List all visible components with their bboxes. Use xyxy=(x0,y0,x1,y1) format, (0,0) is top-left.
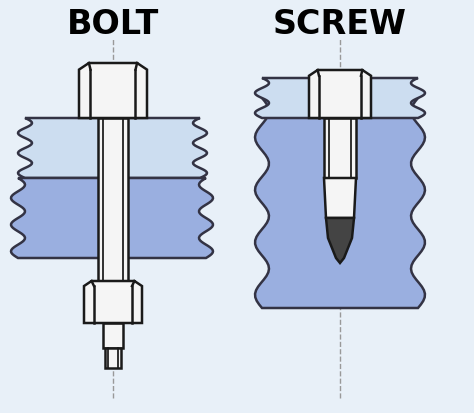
Polygon shape xyxy=(11,178,213,258)
Polygon shape xyxy=(79,63,147,118)
Text: SCREW: SCREW xyxy=(273,8,407,41)
Polygon shape xyxy=(255,78,425,118)
Polygon shape xyxy=(326,218,354,263)
Polygon shape xyxy=(309,70,371,118)
Polygon shape xyxy=(18,118,207,178)
FancyBboxPatch shape xyxy=(105,348,121,368)
Text: BOLT: BOLT xyxy=(67,8,159,41)
FancyBboxPatch shape xyxy=(103,323,123,348)
Polygon shape xyxy=(84,281,142,323)
FancyBboxPatch shape xyxy=(98,118,128,288)
Polygon shape xyxy=(255,98,425,308)
FancyBboxPatch shape xyxy=(324,118,356,178)
Polygon shape xyxy=(324,178,356,218)
